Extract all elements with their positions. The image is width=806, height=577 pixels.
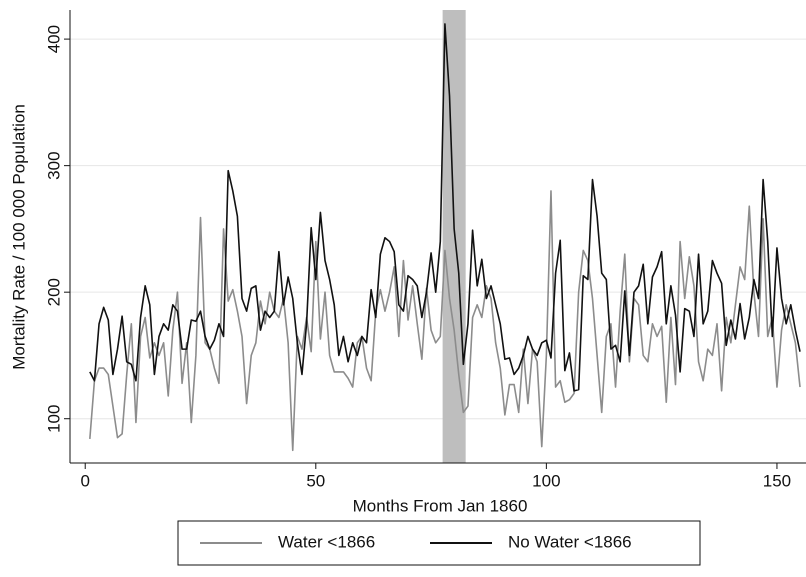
x-tick-label: 100 — [532, 471, 560, 490]
x-axis-label: Months From Jan 1860 — [353, 496, 528, 515]
y-axis-label: Mortality Rate / 100 000 Population — [9, 104, 28, 370]
y-tick-label: 100 — [44, 405, 63, 433]
y-tick-label: 300 — [44, 151, 63, 179]
legend-label: Water <1866 — [278, 532, 375, 551]
y-tick-label: 200 — [44, 278, 63, 306]
legend-label: No Water <1866 — [508, 532, 632, 551]
x-tick-label: 0 — [80, 471, 89, 490]
series-line — [89, 23, 801, 392]
y-tick-label: 400 — [44, 25, 63, 53]
x-tick-label: 50 — [306, 471, 325, 490]
x-tick-label: 150 — [763, 471, 791, 490]
